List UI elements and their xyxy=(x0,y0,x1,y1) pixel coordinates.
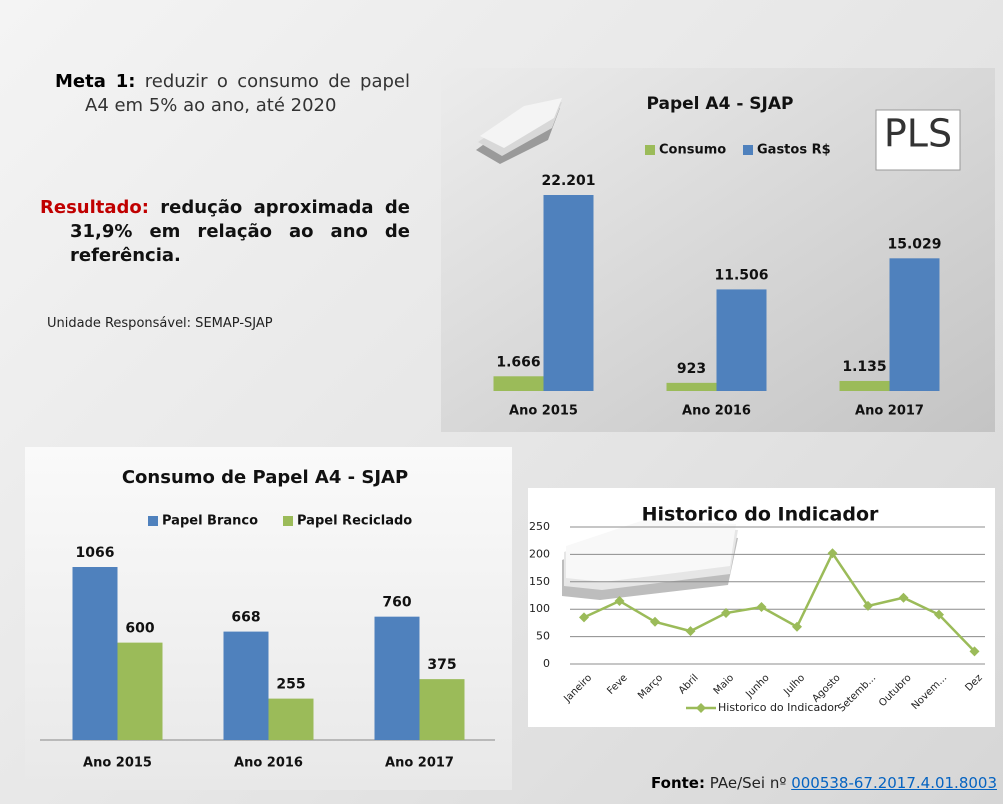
result-text: Resultado: redução aproximada de 31,9% e… xyxy=(40,196,410,268)
data-label: 11.506 xyxy=(714,267,768,283)
legend-label: Papel Branco xyxy=(162,514,258,529)
legend-swatch xyxy=(148,516,158,526)
y-tick-label: 150 xyxy=(529,575,550,588)
data-label: 600 xyxy=(125,621,154,637)
bar xyxy=(224,632,269,740)
data-label: 22.201 xyxy=(541,173,595,189)
y-tick-label: 50 xyxy=(536,630,550,643)
legend-label: Consumo xyxy=(659,143,726,158)
legend-swatch xyxy=(743,145,753,155)
x-tick-label: Ano 2016 xyxy=(682,404,751,419)
goal-text: Meta 1: reduzir o consumo de papel A4 em… xyxy=(55,70,410,118)
legend-swatch xyxy=(645,145,655,155)
bar xyxy=(717,289,767,391)
chart-title: Historico do Indicador xyxy=(642,504,879,526)
legend-label: Gastos R$ xyxy=(757,143,831,158)
charts: PLS Papel A4 - SJAP Consumo 1.666 923 1.135 G… xyxy=(0,0,1003,804)
bar xyxy=(375,617,420,740)
y-tick-label: 250 xyxy=(529,520,550,533)
bar xyxy=(73,567,118,740)
bar xyxy=(544,195,594,391)
data-label: 760 xyxy=(382,595,411,611)
bar xyxy=(494,376,544,391)
slide: PLS Papel A4 - SJAP Consumo 1.666 923 1.135 G… xyxy=(0,0,1003,804)
bar xyxy=(420,679,465,740)
legend-swatch xyxy=(283,516,293,526)
x-tick-label: Ano 2015 xyxy=(509,404,578,419)
source: Fonte: PAe/Sei nº 000538-67.2017.4.01.80… xyxy=(651,774,997,792)
data-label: 668 xyxy=(231,610,260,626)
x-tick-label: Ano 2017 xyxy=(385,756,454,771)
legend-label: Historico do Indicador xyxy=(718,701,839,714)
legend-label: Papel Reciclado xyxy=(297,514,412,529)
bar xyxy=(118,643,163,740)
y-tick-label: 100 xyxy=(529,602,550,615)
result-label: Resultado: xyxy=(40,197,149,218)
chart-title: Papel A4 - SJAP xyxy=(647,94,794,114)
x-tick-label: Ano 2017 xyxy=(855,404,924,419)
source-link[interactable]: 000538-67.2017.4.01.8003 xyxy=(791,774,997,792)
goal-label: Meta 1: xyxy=(55,71,135,92)
data-label: 255 xyxy=(276,677,305,693)
source-text: PAe/Sei nº xyxy=(710,774,787,792)
data-label: 1066 xyxy=(76,545,115,561)
logo: PLS xyxy=(884,112,952,156)
data-label: 15.029 xyxy=(887,236,941,252)
source-label: Fonte: xyxy=(651,774,705,792)
data-label: 923 xyxy=(677,361,706,377)
bar xyxy=(890,258,940,391)
unit-text: Unidade Responsável: SEMAP-SJAP xyxy=(47,316,273,331)
x-tick-label: Ano 2015 xyxy=(83,756,152,771)
data-label: 1.135 xyxy=(842,359,886,375)
bar xyxy=(269,699,314,740)
chart-title: Consumo de Papel A4 - SJAP xyxy=(122,467,408,488)
y-tick-label: 200 xyxy=(529,547,550,560)
data-label: 375 xyxy=(427,657,456,673)
y-tick-label: 0 xyxy=(543,657,550,670)
bar xyxy=(840,381,890,391)
bar xyxy=(667,383,717,391)
x-tick-label: Ano 2016 xyxy=(234,756,303,771)
data-label: 1.666 xyxy=(496,354,540,370)
